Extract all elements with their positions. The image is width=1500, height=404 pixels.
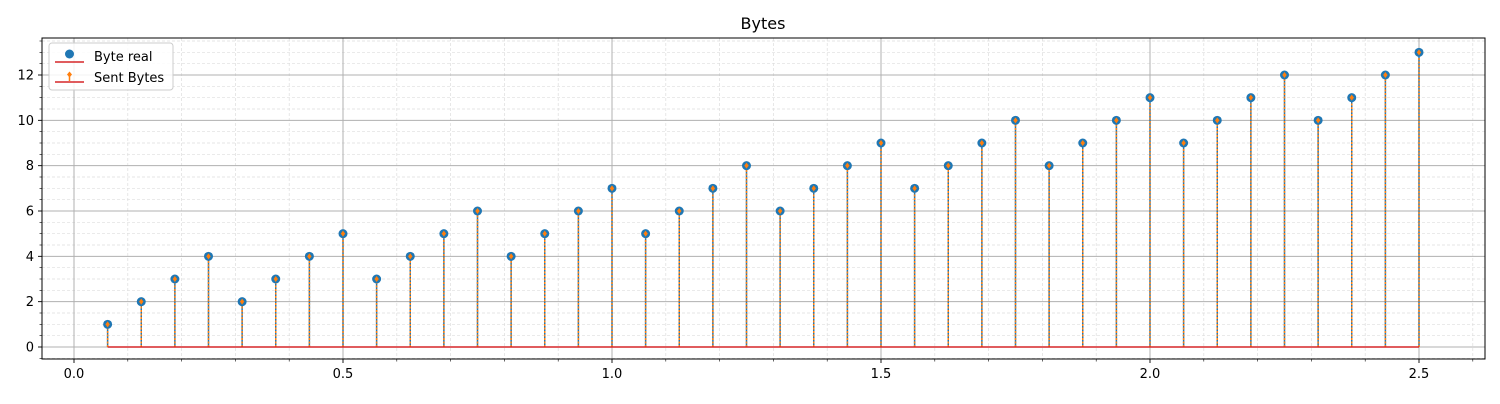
chart-title: Bytes	[741, 14, 786, 33]
x-tick-label: 0.0	[64, 367, 85, 382]
marker-sent-bytes	[475, 208, 480, 214]
stem-lines	[106, 52, 1420, 347]
marker-sent-bytes	[677, 208, 682, 214]
marker-sent-bytes	[1215, 117, 1220, 124]
legend-marker-byte-real	[65, 49, 74, 59]
marker-sent-bytes	[508, 253, 514, 260]
marker-sent-bytes	[912, 185, 917, 192]
marker-sent-bytes	[172, 276, 178, 282]
marker-sent-bytes	[239, 298, 245, 305]
y-tick-label: 6	[26, 205, 34, 220]
marker-sent-bytes	[1080, 140, 1085, 146]
x-tick-label: 1.0	[602, 367, 623, 382]
marker-sent-bytes	[744, 162, 749, 169]
x-tick-label: 0.5	[333, 367, 354, 382]
marker-sent-bytes	[845, 162, 850, 169]
y-tick-label: 4	[26, 250, 34, 265]
marker-sent-bytes	[1114, 117, 1119, 124]
legend-label-sent-bytes: Sent Bytes	[94, 71, 164, 86]
legend-item-byte-real: Byte real	[55, 49, 152, 65]
marker-sent-bytes	[374, 276, 379, 282]
minor-grid	[42, 38, 1485, 359]
marker-sent-bytes	[206, 253, 211, 260]
marker-sent-bytes	[1383, 72, 1388, 78]
y-axis: 0 2 4 6 8 10 12	[17, 40, 42, 359]
marker-sent-bytes	[1349, 94, 1354, 101]
legend: Byte real Sent Bytes	[48, 42, 174, 91]
marker-sent-bytes	[273, 276, 278, 282]
marker-sent-bytes	[979, 140, 985, 146]
y-tick-label: 2	[26, 295, 34, 310]
marker-sent-bytes	[1046, 162, 1052, 169]
x-tick-label: 2.0	[1140, 367, 1161, 382]
plot-frame	[41, 37, 1486, 360]
marker-sent-bytes	[340, 230, 346, 237]
marker-sent-bytes	[1013, 117, 1018, 124]
marker-sent-bytes	[1416, 49, 1422, 56]
legend-box	[48, 42, 174, 91]
marker-sent-bytes	[643, 230, 648, 237]
x-axis: 0.0 0.5 1.0 1.5 2.0 2.5	[64, 359, 1474, 382]
marker-sent-bytes	[710, 185, 716, 192]
marker-sent-bytes	[139, 298, 144, 305]
marker-sent-bytes	[441, 230, 447, 237]
marker-sent-bytes	[307, 253, 312, 260]
marker-sent-bytes	[811, 185, 816, 192]
marker-sent-bytes	[105, 321, 110, 328]
marker-sent-bytes	[609, 185, 615, 192]
marker-sent-bytes	[777, 208, 783, 214]
marker-sent-bytes	[878, 140, 884, 146]
marker-sent-bytes	[1315, 117, 1321, 124]
y-tick-label: 0	[26, 341, 34, 356]
legend-label-byte-real: Byte real	[94, 50, 152, 65]
marker-sent-bytes	[1248, 94, 1254, 101]
marker-sent-bytes	[1147, 94, 1153, 101]
y-tick-label: 10	[17, 114, 34, 129]
data-markers	[103, 47, 1424, 329]
y-tick-label: 8	[26, 159, 34, 174]
y-tick-label: 12	[17, 69, 34, 84]
marker-sent-bytes	[1282, 72, 1287, 78]
legend-marker-sent-bytes	[67, 71, 72, 78]
x-tick-label: 2.5	[1409, 367, 1430, 382]
legend-item-sent-bytes: Sent Bytes	[55, 71, 164, 86]
marker-sent-bytes	[542, 230, 547, 237]
marker-sent-bytes	[408, 253, 413, 260]
x-tick-label: 1.5	[871, 367, 892, 382]
marker-sent-bytes	[1181, 140, 1186, 146]
marker-sent-bytes	[946, 162, 951, 169]
marker-sent-bytes	[576, 208, 581, 214]
